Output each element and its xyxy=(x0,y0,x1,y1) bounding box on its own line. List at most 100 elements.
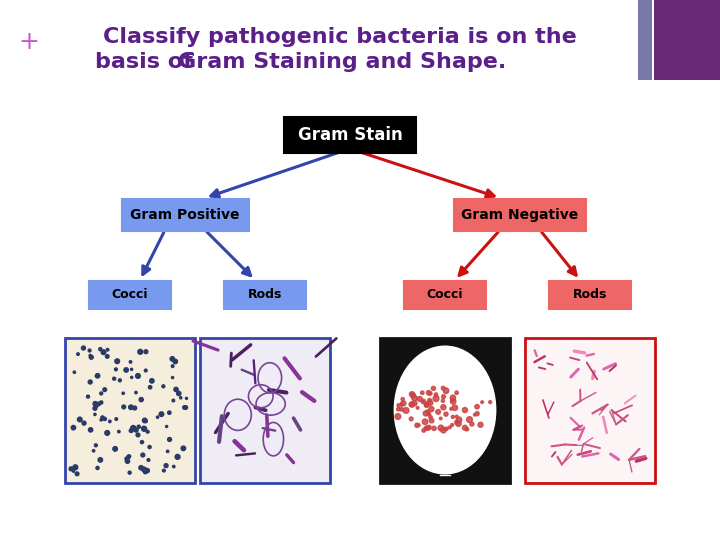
Circle shape xyxy=(147,458,150,461)
Circle shape xyxy=(89,380,92,384)
Circle shape xyxy=(173,359,178,363)
Circle shape xyxy=(122,405,125,409)
Circle shape xyxy=(130,376,132,379)
Circle shape xyxy=(142,426,146,431)
Circle shape xyxy=(401,397,405,401)
Circle shape xyxy=(428,400,433,406)
Circle shape xyxy=(138,425,140,428)
Circle shape xyxy=(75,472,79,476)
Circle shape xyxy=(101,416,104,419)
Bar xyxy=(525,338,655,483)
Circle shape xyxy=(143,418,147,423)
Circle shape xyxy=(94,404,98,408)
Circle shape xyxy=(436,409,441,414)
Circle shape xyxy=(449,426,451,429)
Circle shape xyxy=(130,429,133,433)
Circle shape xyxy=(102,350,106,355)
Circle shape xyxy=(481,401,483,403)
Circle shape xyxy=(118,379,121,382)
Circle shape xyxy=(426,411,430,415)
Circle shape xyxy=(416,407,419,409)
Circle shape xyxy=(427,426,431,429)
Circle shape xyxy=(100,401,103,404)
Text: Cocci: Cocci xyxy=(427,288,463,301)
Circle shape xyxy=(455,391,459,394)
Circle shape xyxy=(401,401,406,406)
Circle shape xyxy=(410,403,415,407)
Circle shape xyxy=(130,368,132,370)
Text: Rods: Rods xyxy=(248,288,282,301)
Circle shape xyxy=(114,368,117,371)
Text: basis of: basis of xyxy=(95,52,200,72)
Circle shape xyxy=(423,419,428,424)
Circle shape xyxy=(489,401,492,403)
Ellipse shape xyxy=(395,346,495,474)
Circle shape xyxy=(434,393,438,396)
Circle shape xyxy=(95,374,100,378)
Circle shape xyxy=(93,407,97,410)
Circle shape xyxy=(113,377,116,380)
Circle shape xyxy=(86,395,89,398)
Circle shape xyxy=(69,467,73,471)
Circle shape xyxy=(451,423,454,427)
Circle shape xyxy=(135,374,140,379)
Circle shape xyxy=(465,428,469,431)
Circle shape xyxy=(462,426,467,430)
Circle shape xyxy=(171,365,174,367)
Circle shape xyxy=(122,392,125,394)
Text: Gram Positive: Gram Positive xyxy=(130,208,240,222)
Circle shape xyxy=(92,450,95,452)
Circle shape xyxy=(444,388,449,394)
Circle shape xyxy=(109,420,111,423)
Circle shape xyxy=(107,348,109,351)
Circle shape xyxy=(411,394,414,396)
Circle shape xyxy=(93,402,97,406)
Circle shape xyxy=(145,469,149,472)
Circle shape xyxy=(105,430,109,435)
Circle shape xyxy=(73,470,75,472)
Circle shape xyxy=(462,408,467,413)
Circle shape xyxy=(426,390,431,395)
Circle shape xyxy=(432,426,436,430)
Circle shape xyxy=(82,421,86,425)
Circle shape xyxy=(146,430,148,433)
Circle shape xyxy=(475,404,480,409)
Circle shape xyxy=(144,350,148,354)
Circle shape xyxy=(424,402,429,407)
Circle shape xyxy=(103,388,107,392)
Bar xyxy=(638,0,652,80)
Circle shape xyxy=(99,348,102,351)
Circle shape xyxy=(128,471,131,474)
Circle shape xyxy=(475,411,480,416)
Circle shape xyxy=(105,355,109,358)
Circle shape xyxy=(445,427,448,430)
Circle shape xyxy=(132,406,137,410)
Bar xyxy=(380,338,510,483)
Circle shape xyxy=(418,396,422,401)
Circle shape xyxy=(94,413,96,415)
Bar xyxy=(200,338,330,483)
Circle shape xyxy=(141,453,145,457)
Text: Gram Staining and Shape.: Gram Staining and Shape. xyxy=(178,52,506,72)
FancyBboxPatch shape xyxy=(404,281,486,309)
FancyBboxPatch shape xyxy=(454,199,586,231)
Circle shape xyxy=(77,353,79,355)
FancyBboxPatch shape xyxy=(122,199,248,231)
Circle shape xyxy=(429,416,432,419)
Circle shape xyxy=(441,399,444,402)
Circle shape xyxy=(410,393,415,398)
Circle shape xyxy=(397,407,400,411)
Text: 10 µm: 10 µm xyxy=(433,464,457,473)
Circle shape xyxy=(89,428,93,432)
Circle shape xyxy=(100,392,103,395)
Circle shape xyxy=(444,412,448,416)
Circle shape xyxy=(140,441,143,444)
Circle shape xyxy=(420,391,424,394)
Circle shape xyxy=(423,399,426,402)
Circle shape xyxy=(451,415,454,418)
Circle shape xyxy=(125,457,127,460)
Circle shape xyxy=(441,395,446,399)
Circle shape xyxy=(183,406,186,409)
FancyBboxPatch shape xyxy=(89,281,171,309)
Circle shape xyxy=(451,399,456,404)
